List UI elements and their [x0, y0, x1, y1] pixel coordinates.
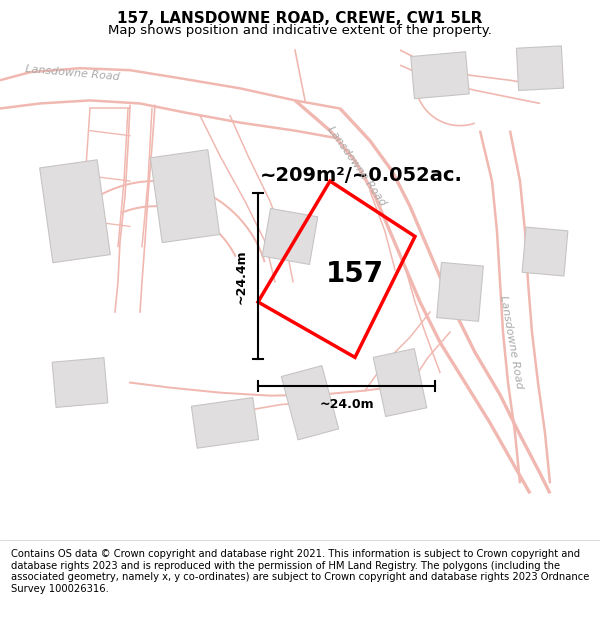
Polygon shape [522, 227, 568, 276]
Polygon shape [373, 349, 427, 416]
Polygon shape [40, 160, 110, 262]
Text: Lansdowne Road: Lansdowne Road [325, 124, 388, 208]
Text: ~24.4m: ~24.4m [235, 249, 248, 304]
Text: 157, LANSDOWNE ROAD, CREWE, CW1 5LR: 157, LANSDOWNE ROAD, CREWE, CW1 5LR [118, 11, 482, 26]
Text: Map shows position and indicative extent of the property.: Map shows position and indicative extent… [108, 24, 492, 37]
Polygon shape [52, 357, 108, 408]
Text: Contains OS data © Crown copyright and database right 2021. This information is : Contains OS data © Crown copyright and d… [11, 549, 589, 594]
Text: Lansdowne Road: Lansdowne Road [498, 295, 524, 390]
Polygon shape [437, 262, 484, 321]
Polygon shape [281, 366, 338, 440]
Text: 157: 157 [325, 260, 383, 288]
Polygon shape [517, 46, 563, 91]
Text: ~209m²/~0.052ac.: ~209m²/~0.052ac. [260, 166, 463, 186]
Polygon shape [191, 398, 259, 448]
Polygon shape [151, 149, 220, 242]
Text: ~24.0m: ~24.0m [319, 398, 374, 411]
Text: Lansdowne Road: Lansdowne Road [25, 64, 120, 82]
Polygon shape [262, 209, 318, 264]
Polygon shape [411, 52, 469, 99]
